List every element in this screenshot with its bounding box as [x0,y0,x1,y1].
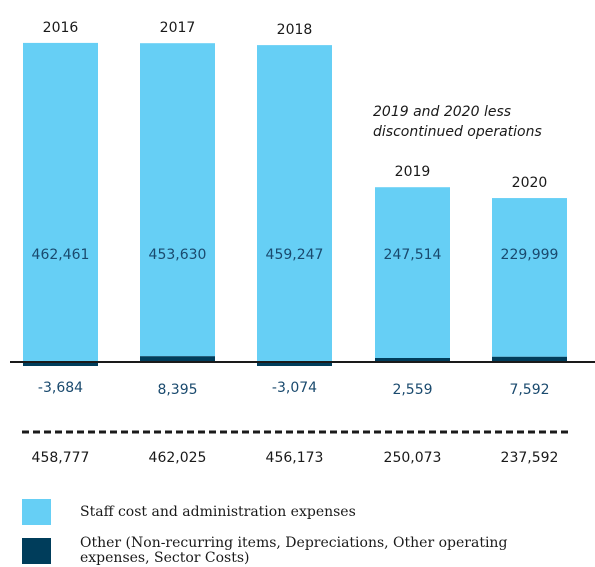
legend-swatch-staff [22,499,51,525]
year-label-2017: 2017 [160,20,196,36]
legend-label-staff: Staff cost and administration expenses [80,505,560,520]
year-label-2018: 2018 [277,22,313,38]
bars-layer: 2016 462,461 -3,684 458,777 2017 453,630 8,395… [23,20,567,466]
bar-staff-2019 [375,187,450,358]
annotation-line-2: discontinued operations [373,124,542,140]
legend-label-other: Other (Non-recurring items, Depreciation… [80,536,560,566]
value-label-staff-2019: 247,514 [384,247,442,263]
bar-staff-2020 [492,198,567,357]
value-label-staff-2017: 453,630 [149,247,207,263]
total-label-2018: 456,173 [266,450,324,466]
total-label-2019: 250,073 [384,450,442,466]
total-label-2020: 237,592 [501,450,559,466]
value-label-other-2016: -3,684 [38,380,83,396]
annotation-line-1: 2019 and 2020 less [373,104,511,120]
value-label-other-2020: 7,592 [509,382,549,398]
bar-staff-2017 [140,43,215,356]
value-label-other-2019: 2,559 [392,382,432,398]
year-label-2019: 2019 [395,164,431,180]
total-label-2016: 458,777 [32,450,90,466]
value-label-staff-2020: 229,999 [501,247,559,263]
value-label-other-2018: -3,074 [272,380,317,396]
year-label-2020: 2020 [512,175,548,191]
expenses-chart: 2016 462,461 -3,684 458,777 2017 453,630 8,395… [0,0,595,480]
bar-staff-2018 [257,45,332,362]
value-label-other-2017: 8,395 [157,382,197,398]
value-label-staff-2018: 459,247 [266,247,324,263]
total-label-2017: 462,025 [149,450,207,466]
year-label-2016: 2016 [43,20,79,36]
bar-staff-2016 [23,43,98,362]
value-label-staff-2016: 462,461 [32,247,90,263]
legend-swatch-other [22,538,51,564]
